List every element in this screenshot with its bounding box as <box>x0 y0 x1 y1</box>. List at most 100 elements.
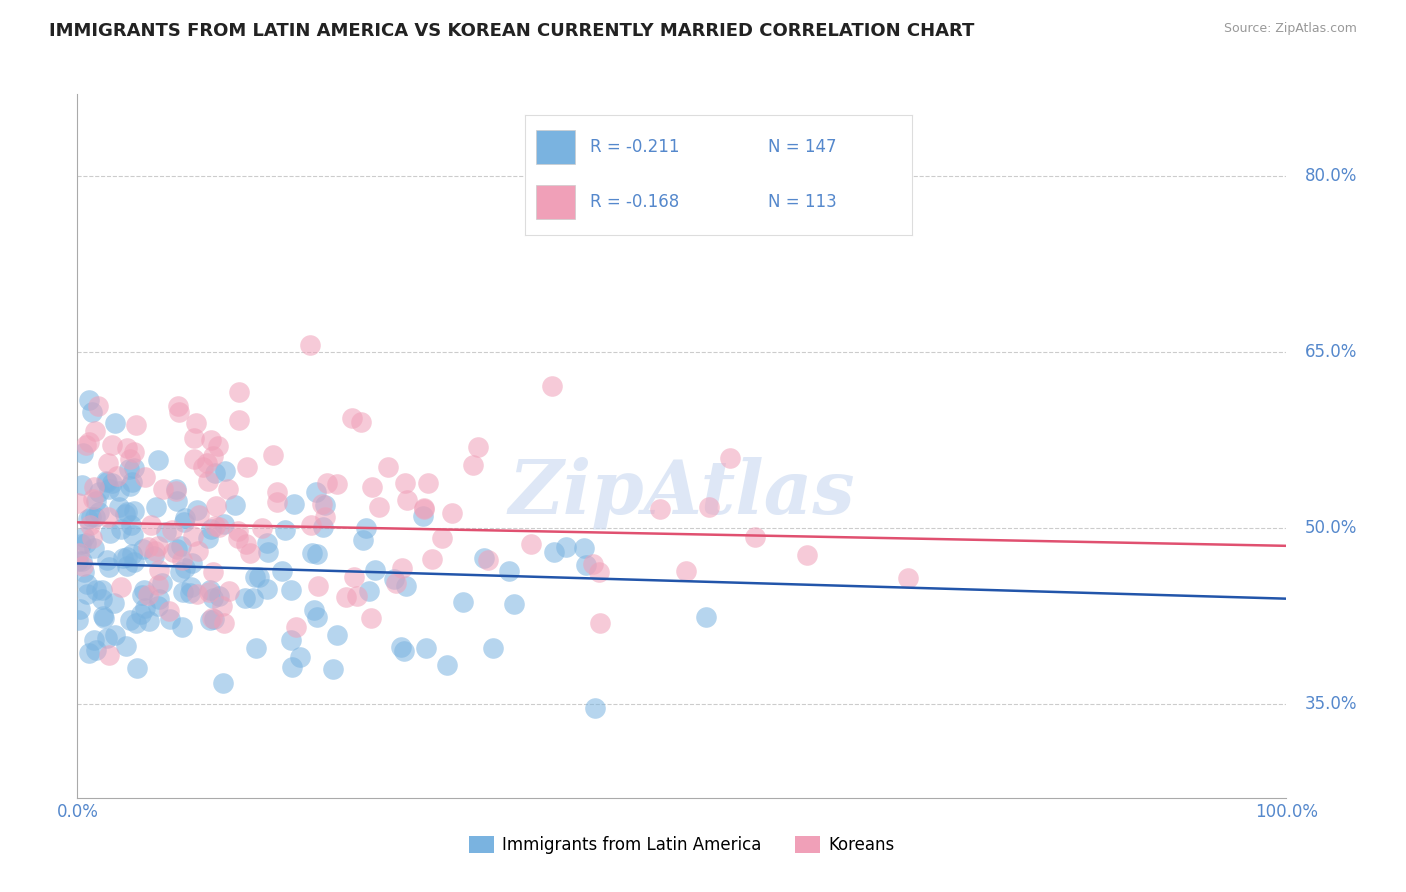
Point <box>270 564 292 578</box>
Point <box>307 579 329 593</box>
Point <box>82 492 104 507</box>
Point <box>217 482 239 496</box>
Point <box>197 531 219 545</box>
Point <box>322 662 344 676</box>
Point <box>145 500 167 514</box>
Point <box>555 540 578 554</box>
Point <box>274 523 297 537</box>
Point <box>108 500 131 515</box>
Point <box>124 418 146 433</box>
Point <box>214 464 236 478</box>
Point <box>256 536 278 550</box>
Point <box>91 582 114 597</box>
Point <box>118 479 141 493</box>
Point <box>150 575 173 590</box>
Point <box>368 500 391 515</box>
Point <box>245 640 267 655</box>
Point <box>136 588 159 602</box>
Point <box>311 497 333 511</box>
Point <box>165 482 187 496</box>
Point <box>233 591 256 605</box>
Point <box>305 610 328 624</box>
Point <box>82 532 104 546</box>
Point <box>138 614 160 628</box>
Point <box>127 660 149 674</box>
Point <box>187 508 209 523</box>
Point <box>103 596 125 610</box>
Point <box>257 545 280 559</box>
Point <box>520 537 543 551</box>
Text: Source: ZipAtlas.com: Source: ZipAtlas.com <box>1223 22 1357 36</box>
Point <box>305 485 328 500</box>
Point <box>72 559 94 574</box>
Point <box>72 445 94 459</box>
Point <box>77 435 100 450</box>
Point <box>186 503 208 517</box>
Point <box>201 566 224 580</box>
Point <box>132 583 155 598</box>
Point <box>377 459 399 474</box>
Point <box>96 475 118 489</box>
Point <box>281 660 304 674</box>
Point <box>335 591 357 605</box>
Point <box>316 475 339 490</box>
Point <box>228 531 250 545</box>
Point <box>245 570 267 584</box>
Point <box>204 467 226 481</box>
Point <box>481 641 503 656</box>
Point <box>112 550 135 565</box>
Point <box>242 591 264 605</box>
Point <box>198 613 221 627</box>
Point <box>82 405 104 419</box>
Point <box>70 554 93 568</box>
Point <box>718 450 741 465</box>
Point <box>589 616 612 631</box>
Point <box>583 701 606 715</box>
Point <box>236 460 259 475</box>
Point <box>124 504 146 518</box>
Point <box>382 572 405 586</box>
Point <box>75 438 97 452</box>
Point <box>256 582 278 596</box>
Point <box>124 445 146 459</box>
Point <box>212 676 235 690</box>
Point <box>201 611 224 625</box>
Point <box>97 456 120 470</box>
Point <box>392 643 415 657</box>
Point <box>436 658 458 673</box>
Point <box>212 615 235 630</box>
Point <box>132 542 155 557</box>
Point <box>104 627 127 641</box>
Point <box>361 480 384 494</box>
Point <box>134 470 156 484</box>
Point <box>148 592 170 607</box>
Point <box>897 570 920 584</box>
Point <box>166 542 188 557</box>
Point <box>200 433 222 447</box>
Point <box>96 631 118 645</box>
Text: 35.0%: 35.0% <box>1305 696 1357 714</box>
Point <box>314 498 336 512</box>
Point <box>121 527 143 541</box>
Point <box>77 646 100 660</box>
Point <box>283 497 305 511</box>
Point <box>354 520 377 534</box>
Point <box>204 518 226 533</box>
Point <box>266 484 288 499</box>
Point <box>83 541 105 556</box>
Point <box>115 441 138 455</box>
Point <box>84 510 107 524</box>
Point <box>166 493 188 508</box>
Point <box>70 537 93 551</box>
Point <box>84 643 107 657</box>
Point <box>239 547 262 561</box>
Point <box>167 405 190 419</box>
Point <box>75 535 97 549</box>
Point <box>187 544 209 558</box>
Point <box>143 544 166 558</box>
Point <box>91 608 114 623</box>
Point <box>73 566 96 580</box>
Point <box>430 531 453 545</box>
Point <box>162 545 184 559</box>
Point <box>89 485 111 500</box>
